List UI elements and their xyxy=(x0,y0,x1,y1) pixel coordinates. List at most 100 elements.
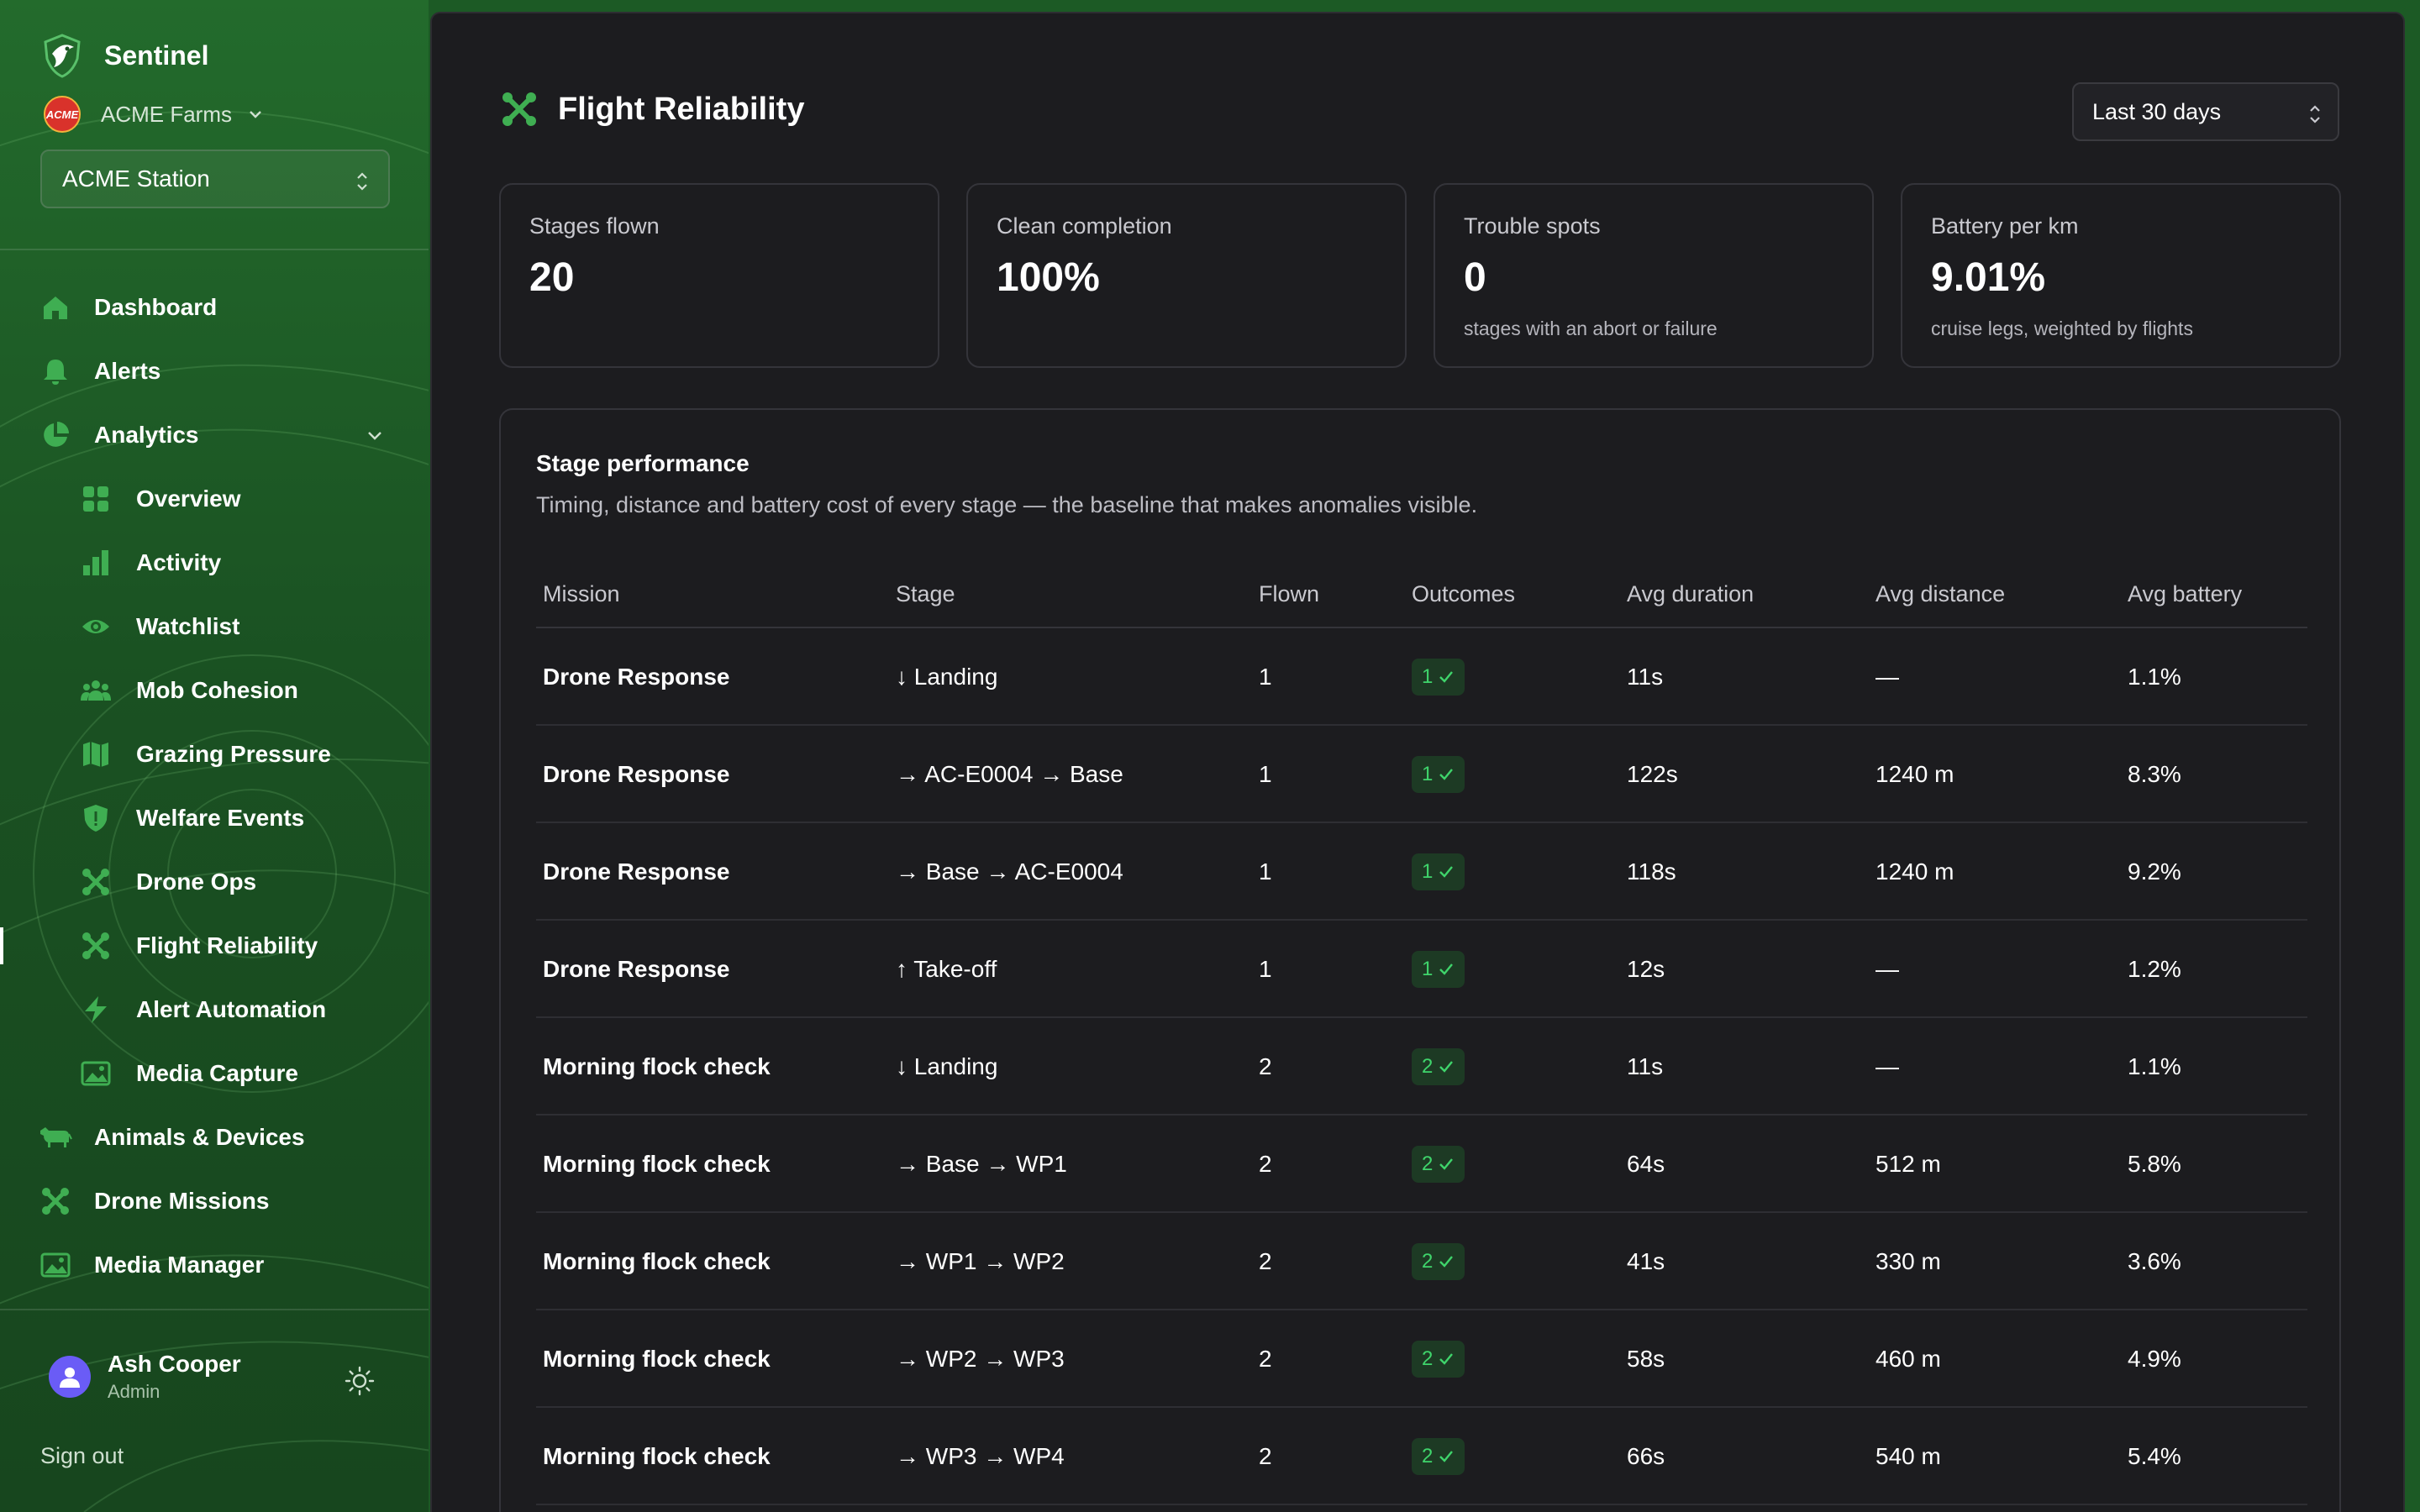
cell-avg-battery: 9.2% xyxy=(2128,858,2181,885)
outcome-count: 1 xyxy=(1422,860,1434,883)
table-row[interactable]: Drone Response ↑ Take-off 1 1 12s — 1.2% xyxy=(536,921,2307,1018)
cell-avg-distance: 1240 m xyxy=(1876,858,1954,885)
sidebar-item-welfare-events[interactable]: Welfare Events xyxy=(79,795,304,842)
page-header: Flight Reliability xyxy=(499,89,804,129)
cell-flown: 2 xyxy=(1259,1248,1272,1274)
outcome-badge: 1 xyxy=(1412,853,1465,890)
table-row[interactable]: Morning flock check → WP1 → WP2 2 2 41s 330 m… xyxy=(536,1213,2307,1310)
outcome-badge: 1 xyxy=(1412,659,1465,696)
bird-shield-icon xyxy=(44,34,81,78)
sidebar-item-alert-automation[interactable]: Alert Automation xyxy=(79,986,326,1033)
table-row[interactable]: Drone Response → AC-E0004 → Base 1 1 122s 124… xyxy=(536,726,2307,823)
cell-avg-battery: 5.4% xyxy=(2128,1443,2181,1469)
cell-avg-distance: 512 m xyxy=(1876,1151,1941,1177)
cell-mission: Morning flock check xyxy=(543,1346,771,1372)
bell-icon xyxy=(39,354,72,388)
sidebar-item-label: Overview xyxy=(136,486,241,512)
column-header-outcomes[interactable]: Outcomes xyxy=(1412,581,1516,606)
outcome-count: 1 xyxy=(1422,958,1434,980)
stat-subtext: cruise legs, weighted by flights xyxy=(1931,318,2193,339)
outcome-badge: 2 xyxy=(1412,1341,1465,1378)
table-row[interactable]: Drone Response ↓ Landing 1 1 11s — 1.1% xyxy=(536,628,2307,726)
chevron-down-icon[interactable] xyxy=(365,425,385,445)
outcome-badge: 2 xyxy=(1412,1243,1465,1280)
date-range-value: Last 30 days xyxy=(2092,98,2222,124)
cow-icon xyxy=(39,1121,72,1154)
sidebar-item-alerts[interactable]: Alerts xyxy=(39,348,160,395)
column-header-stage[interactable]: Stage xyxy=(896,581,955,606)
cell-mission: Morning flock check xyxy=(543,1053,771,1079)
page-title: Flight Reliability xyxy=(558,91,805,127)
cell-avg-distance: — xyxy=(1876,956,1899,982)
sidebar-item-mob-cohesion[interactable]: Mob Cohesion xyxy=(79,667,298,714)
user-profile[interactable]: Ash Cooper Admin xyxy=(49,1351,241,1403)
stat-card-trouble-spots: Trouble spots 0 stages with an abort or … xyxy=(1434,183,1874,368)
cell-stage: → AC-E0004 → Base xyxy=(896,761,1123,787)
sidebar-item-animals-devices[interactable]: Animals & Devices xyxy=(39,1114,305,1161)
outcome-count: 1 xyxy=(1422,763,1434,785)
drone-icon xyxy=(39,1184,72,1218)
brand[interactable]: Sentinel xyxy=(39,32,208,79)
lightning-icon xyxy=(79,993,113,1026)
check-icon xyxy=(1439,1353,1454,1365)
sidebar-item-label: Alerts xyxy=(94,358,161,384)
sign-out-link[interactable]: Sign out xyxy=(40,1443,124,1468)
sun-icon[interactable] xyxy=(343,1364,376,1398)
cell-avg-battery: 5.8% xyxy=(2128,1151,2181,1177)
map-icon xyxy=(79,738,113,771)
check-icon xyxy=(1439,769,1454,780)
column-header-flown[interactable]: Flown xyxy=(1259,581,1320,606)
table-row[interactable]: Drone Response → Base → AC-E0004 1 1 118s 124… xyxy=(536,823,2307,921)
sidebar-item-drone-missions[interactable]: Drone Missions xyxy=(39,1178,269,1225)
sidebar-item-media-manager[interactable]: Media Manager xyxy=(39,1242,264,1289)
sidebar-item-label: Grazing Pressure xyxy=(136,741,331,767)
stat-value: 9.01% xyxy=(1931,255,2046,300)
date-range-select[interactable]: Last 30 days xyxy=(2072,82,2339,141)
outcome-badge: 2 xyxy=(1412,1438,1465,1475)
panel-description: Timing, distance and battery cost of eve… xyxy=(536,492,1478,517)
cell-avg-duration: 41s xyxy=(1627,1248,1665,1274)
sidebar-item-flight-reliability[interactable]: Flight Reliability xyxy=(79,922,318,969)
cell-avg-distance: 460 m xyxy=(1876,1346,1941,1372)
sidebar-item-label: Drone Ops xyxy=(136,869,257,895)
column-header-avg-duration[interactable]: Avg duration xyxy=(1627,581,1754,606)
bar-chart-icon xyxy=(79,546,113,580)
check-icon xyxy=(1439,866,1454,878)
home-icon xyxy=(39,291,72,324)
sidebar-item-activity[interactable]: Activity xyxy=(79,539,221,586)
org-switcher[interactable]: ACME ACME Farms xyxy=(44,96,264,133)
station-select[interactable]: ACME Station xyxy=(40,150,390,208)
sidebar-item-drone-ops[interactable]: Drone Ops xyxy=(79,858,256,906)
brand-name: Sentinel xyxy=(104,39,209,71)
cell-mission: Morning flock check xyxy=(543,1248,771,1274)
sidebar-item-dashboard[interactable]: Dashboard xyxy=(39,284,217,331)
cell-avg-distance: 330 m xyxy=(1876,1248,1941,1274)
sidebar-item-overview[interactable]: Overview xyxy=(79,475,241,522)
user-name: Ash Cooper xyxy=(108,1351,241,1377)
column-header-mission[interactable]: Mission xyxy=(543,581,620,606)
table-row[interactable]: Morning flock check → Base → WP1 2 2 64s 512 … xyxy=(536,1116,2307,1213)
cell-avg-distance: 540 m xyxy=(1876,1443,1941,1469)
sidebar-item-analytics[interactable]: Analytics xyxy=(39,412,199,459)
sidebar-item-watchlist[interactable]: Watchlist xyxy=(79,603,239,650)
org-logo: ACME xyxy=(44,96,81,133)
table-row[interactable]: Morning flock check ↓ Landing 2 2 11s — 1.1% xyxy=(536,1018,2307,1116)
outcome-count: 1 xyxy=(1422,665,1434,688)
cell-avg-duration: 64s xyxy=(1627,1151,1665,1177)
column-header-avg-battery[interactable]: Avg battery xyxy=(2128,581,2243,606)
sidebar-item-label: Drone Missions xyxy=(94,1188,270,1214)
cell-mission: Drone Response xyxy=(543,761,730,787)
stage-performance-table: Mission Stage Flown Outcomes Avg duratio… xyxy=(536,559,2307,1505)
cell-mission: Morning flock check xyxy=(543,1443,771,1469)
table-row[interactable]: Morning flock check → WP3 → WP4 2 2 66s 540 m… xyxy=(536,1408,2307,1505)
check-icon xyxy=(1439,1158,1454,1170)
sidebar-item-label: Activity xyxy=(136,549,222,575)
sidebar-item-grazing-pressure[interactable]: Grazing Pressure xyxy=(79,731,331,778)
cell-avg-duration: 66s xyxy=(1627,1443,1665,1469)
sidebar-item-media-capture[interactable]: Media Capture xyxy=(79,1050,298,1097)
outcome-count: 2 xyxy=(1422,1152,1434,1175)
table-row[interactable]: Morning flock check → WP2 → WP3 2 2 58s 460 m… xyxy=(536,1310,2307,1408)
cell-avg-battery: 3.6% xyxy=(2128,1248,2181,1274)
check-icon xyxy=(1439,1061,1454,1073)
column-header-avg-distance[interactable]: Avg distance xyxy=(1876,581,2006,606)
